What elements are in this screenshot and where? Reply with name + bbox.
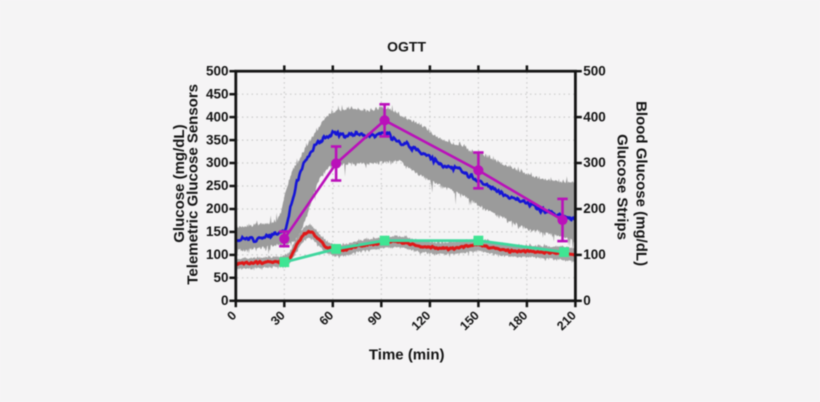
svg-text:200: 200 <box>206 201 229 216</box>
svg-text:500: 500 <box>206 63 229 78</box>
svg-text:OGTT: OGTT <box>387 39 426 55</box>
svg-text:400: 400 <box>206 109 229 124</box>
svg-text:450: 450 <box>206 86 229 101</box>
svg-text:Telemetric Glucose Sensors: Telemetric Glucose Sensors <box>185 84 202 285</box>
svg-text:Glucose Strips: Glucose Strips <box>614 134 631 240</box>
svg-text:150: 150 <box>206 224 229 239</box>
svg-text:Glucose (mg/dL): Glucose (mg/dL) <box>171 124 188 242</box>
svg-text:100: 100 <box>206 247 229 262</box>
svg-text:100: 100 <box>583 247 606 262</box>
svg-text:300: 300 <box>206 155 229 170</box>
svg-text:500: 500 <box>583 63 606 78</box>
svg-text:350: 350 <box>206 132 229 147</box>
svg-text:300: 300 <box>583 155 606 170</box>
svg-text:Blood Glucose (mg/dL): Blood Glucose (mg/dL) <box>632 101 649 266</box>
svg-text:0: 0 <box>583 293 591 308</box>
svg-text:250: 250 <box>206 178 229 193</box>
svg-text:50: 50 <box>213 270 228 285</box>
svg-text:0: 0 <box>221 293 229 308</box>
svg-text:400: 400 <box>583 109 606 124</box>
svg-text:Time (min): Time (min) <box>369 347 445 364</box>
svg-text:200: 200 <box>583 201 606 216</box>
